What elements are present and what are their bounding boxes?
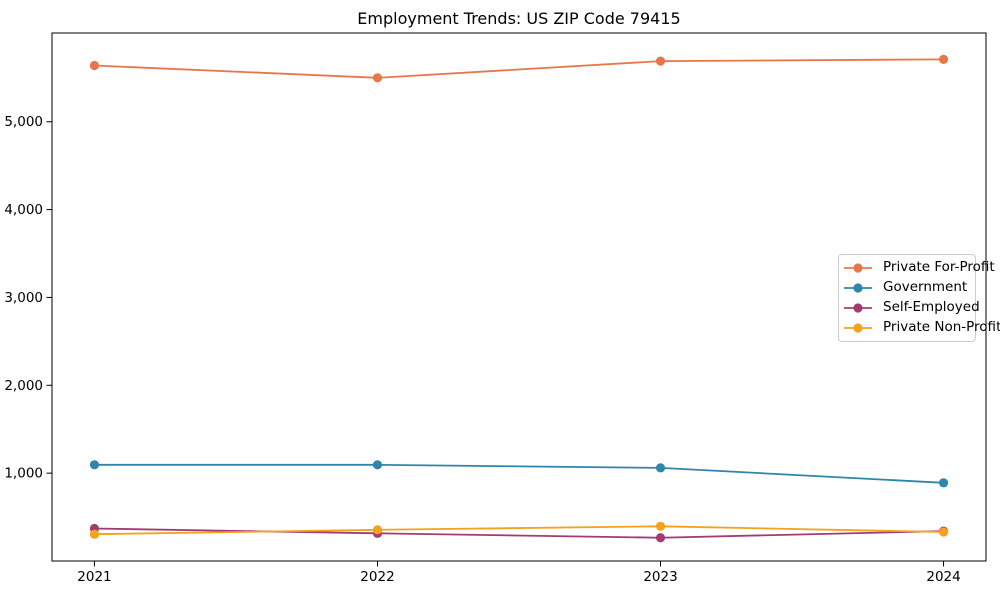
data-point-private-for-profit-2022 bbox=[372, 73, 383, 83]
legend-label-private-non-profit: Private Non-Profit bbox=[883, 319, 1000, 336]
legend-item-private-non-profit: Private Non-Profit bbox=[843, 318, 1000, 338]
legend-line-marker-icon bbox=[844, 303, 872, 313]
x-tick-label: 2022 bbox=[360, 569, 394, 585]
legend: Private For-Profit Government Self-Employe… bbox=[838, 254, 1000, 342]
y-tick-label: 3,000 bbox=[4, 290, 43, 306]
series-line-government bbox=[93, 463, 945, 484]
legend-line-marker-icon bbox=[844, 323, 872, 333]
series-line-private-non-profit bbox=[93, 525, 945, 536]
legend-item-self-employed: Self-Employed bbox=[843, 298, 980, 318]
legend-item-government: Government bbox=[843, 278, 971, 298]
data-point-government-2024 bbox=[938, 478, 949, 488]
legend-line-marker-icon bbox=[844, 263, 872, 273]
legend-item-private-for-profit: Private For-Profit bbox=[843, 258, 995, 278]
data-point-government-2022 bbox=[372, 460, 383, 470]
y-tick-label: 2,000 bbox=[4, 378, 43, 394]
data-point-private-non-profit-2024 bbox=[938, 527, 949, 537]
data-point-government-2023 bbox=[655, 463, 666, 473]
data-point-private-non-profit-2023 bbox=[655, 521, 666, 531]
y-tick-label: 5,000 bbox=[4, 114, 43, 130]
chart-title: Employment Trends: US ZIP Code 79415 bbox=[357, 9, 681, 28]
legend-label-private-for-profit: Private For-Profit bbox=[883, 259, 995, 276]
data-point-private-for-profit-2023 bbox=[655, 56, 666, 66]
data-point-private-non-profit-2022 bbox=[372, 525, 383, 535]
series-line-self-employed bbox=[93, 527, 945, 539]
y-tick-label: 4,000 bbox=[4, 202, 43, 218]
legend-line-marker-icon bbox=[844, 283, 872, 293]
y-tick-label: 1,000 bbox=[4, 466, 43, 482]
data-point-government-2021 bbox=[89, 460, 100, 470]
series-line-private-for-profit bbox=[93, 58, 945, 79]
x-tick-label: 2023 bbox=[643, 569, 677, 585]
data-point-private-non-profit-2021 bbox=[89, 529, 100, 539]
data-point-private-for-profit-2021 bbox=[89, 60, 100, 71]
x-tick-label: 2024 bbox=[926, 569, 960, 585]
legend-label-self-employed: Self-Employed bbox=[883, 299, 980, 316]
x-tick-label: 2021 bbox=[77, 569, 111, 585]
legend-label-government: Government bbox=[883, 279, 968, 296]
data-point-self-employed-2023 bbox=[655, 533, 666, 543]
data-point-private-for-profit-2024 bbox=[938, 54, 949, 64]
